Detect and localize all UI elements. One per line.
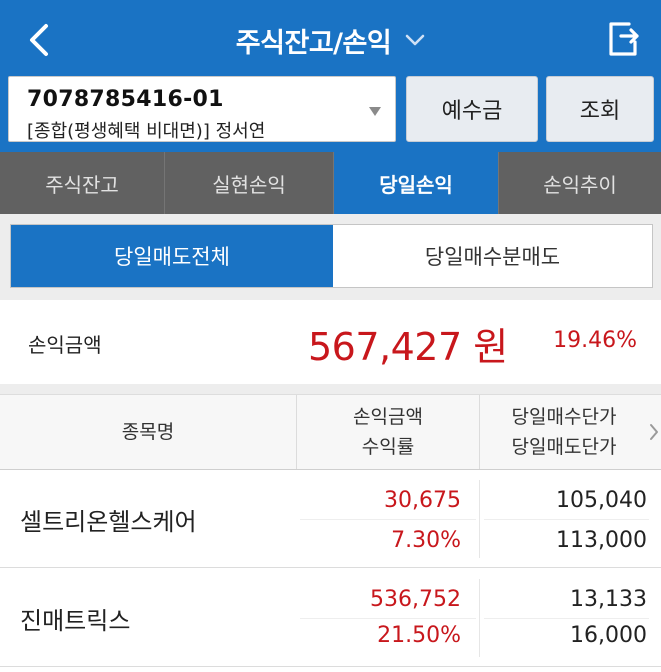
cell-divider xyxy=(484,519,649,520)
main-tabs: 주식잔고 실현손익 당일손익 손익추이 xyxy=(0,152,661,214)
tab-pl-trend[interactable]: 손익추이 xyxy=(543,172,617,197)
header-price[interactable]: 당일매수단가 당일매도단가 xyxy=(480,395,648,469)
tab-daily-pl[interactable]: 당일손익 xyxy=(334,152,498,214)
account-row: 7078785416-01 [종합(평생혜택 비대면)] 정서연 예수금 조회 xyxy=(0,70,661,152)
pl-amount: 30,675 xyxy=(384,488,461,513)
table-row[interactable]: 셀트리온헬스케어 30,675 7.30% 105,040 113,000 xyxy=(0,470,661,568)
cell-divider xyxy=(484,618,649,619)
header-pl[interactable]: 손익금액 수익률 xyxy=(297,395,479,469)
query-button[interactable]: 조회 xyxy=(546,76,654,142)
column-divider xyxy=(479,480,480,558)
header-pl-rate-label: 수익률 xyxy=(361,436,415,458)
buy-price: 105,040 xyxy=(556,488,647,513)
segment-daily-buy-sell[interactable]: 당일매수분매도 xyxy=(424,245,561,269)
stock-name: 셀트리온헬스케어 xyxy=(20,507,197,536)
cell-divider xyxy=(300,519,476,520)
caret-down-icon xyxy=(369,107,381,116)
pl-rate: 21.50% xyxy=(377,623,461,648)
account-description: [종합(평생혜택 비대면)] 정서연 xyxy=(27,121,266,142)
summary-amount: 567,427 원 xyxy=(308,325,508,369)
chevron-right-icon[interactable] xyxy=(649,423,659,441)
column-divider xyxy=(479,579,480,657)
chevron-down-icon xyxy=(405,34,425,46)
app-header: 주식잔고/손익 xyxy=(0,0,661,80)
share-export-icon[interactable] xyxy=(603,18,643,60)
cell-divider xyxy=(300,618,476,619)
tab-divider xyxy=(333,152,334,214)
header-stock-name[interactable]: 종목명 xyxy=(0,395,296,469)
sell-price: 16,000 xyxy=(570,623,647,648)
table-header: 종목명 손익금액 수익률 당일매수단가 당일매도단가 xyxy=(0,394,661,470)
column-divider xyxy=(479,395,480,469)
summary-label: 손익금액 xyxy=(28,333,102,357)
tab-divider xyxy=(498,152,499,214)
section-gap xyxy=(0,384,661,394)
summary-rate: 19.46% xyxy=(553,328,637,353)
title-dropdown[interactable]: 주식잔고/손익 xyxy=(0,0,661,80)
header-sell-price-label: 당일매도단가 xyxy=(511,436,617,458)
account-selector[interactable]: 7078785416-01 [종합(평생혜택 비대면)] 정서연 xyxy=(8,76,396,142)
table-row[interactable]: 진매트릭스 536,752 21.50% 13,133 16,000 xyxy=(0,569,661,667)
sell-price: 113,000 xyxy=(556,528,647,553)
tab-stock-balance[interactable]: 주식잔고 xyxy=(45,172,119,197)
segment-control: 당일매도전체 당일매수분매도 xyxy=(10,224,653,288)
deposit-button[interactable]: 예수금 xyxy=(406,76,538,142)
pl-amount: 536,752 xyxy=(370,587,461,612)
account-number: 7078785416-01 xyxy=(27,87,224,112)
segment-area: 당일매도전체 당일매수분매도 xyxy=(0,214,661,300)
header-buy-price-label: 당일매수단가 xyxy=(511,406,617,428)
header-stock-name-label: 종목명 xyxy=(121,421,175,443)
pl-rate: 7.30% xyxy=(391,528,461,553)
header-pl-amount-label: 손익금액 xyxy=(353,406,423,428)
pl-summary: 손익금액 567,427 원 19.46% xyxy=(0,300,661,384)
tab-realized-pl[interactable]: 실현손익 xyxy=(212,172,286,197)
buy-price: 13,133 xyxy=(570,587,647,612)
tab-divider xyxy=(164,152,165,214)
column-divider xyxy=(296,395,297,469)
stock-name: 진매트릭스 xyxy=(20,606,131,635)
segment-daily-sell-all[interactable]: 당일매도전체 xyxy=(11,225,333,287)
page-title: 주식잔고/손익 xyxy=(235,27,392,59)
chevron-left-icon[interactable] xyxy=(22,20,58,60)
